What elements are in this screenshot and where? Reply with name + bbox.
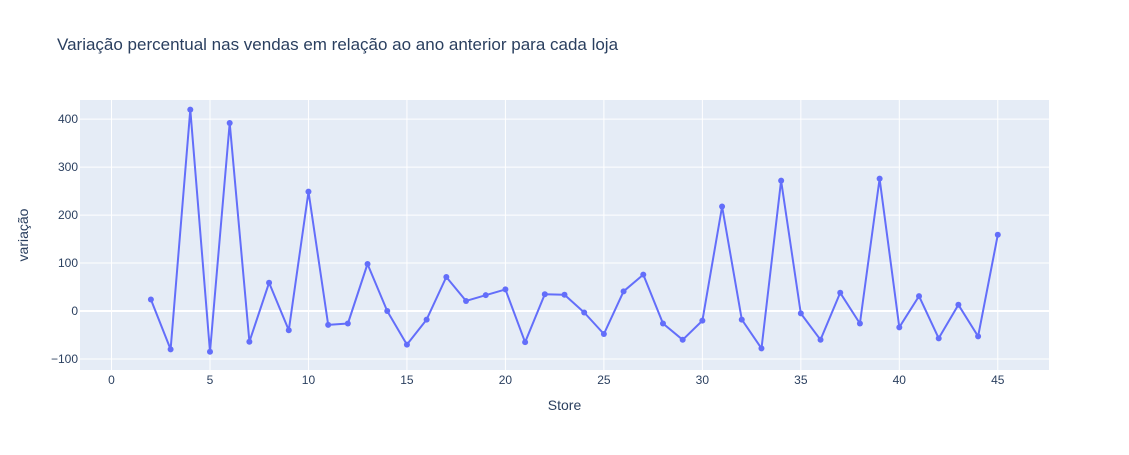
data-point[interactable] — [837, 289, 844, 296]
y-tick-label: −100 — [51, 352, 78, 366]
data-point[interactable] — [679, 336, 686, 343]
data-point[interactable] — [561, 291, 568, 298]
data-point[interactable] — [659, 320, 666, 327]
y-tick-label: 200 — [58, 208, 78, 222]
series-line-group — [149, 108, 999, 353]
data-point[interactable] — [600, 331, 607, 338]
series-line — [149, 108, 999, 353]
data-point[interactable] — [384, 308, 391, 315]
y-tick-labels: −100 0 100 200 300 400 — [51, 112, 78, 366]
data-point[interactable] — [266, 279, 273, 286]
x-tick-labels: 0 5 10 15 20 25 30 35 40 45 — [108, 373, 1005, 387]
x-tick-label: 0 — [108, 373, 115, 387]
series-points-group — [147, 106, 1001, 355]
x-tick-label: 20 — [499, 373, 513, 387]
data-point[interactable] — [522, 339, 529, 346]
data-point[interactable] — [443, 273, 450, 280]
data-point[interactable] — [325, 321, 332, 328]
data-point[interactable] — [975, 333, 982, 340]
data-point[interactable] — [246, 338, 253, 345]
y-tick-label: 0 — [71, 304, 78, 318]
data-point[interactable] — [738, 316, 745, 323]
data-point[interactable] — [817, 336, 824, 343]
data-point[interactable] — [305, 188, 312, 195]
x-axis-title: Store — [548, 397, 582, 413]
data-point[interactable] — [581, 309, 588, 316]
data-point[interactable] — [955, 301, 962, 308]
data-point[interactable] — [640, 271, 647, 278]
data-point[interactable] — [344, 320, 351, 327]
plot-background — [80, 100, 1049, 370]
data-point[interactable] — [147, 296, 154, 303]
x-tick-label: 15 — [400, 373, 414, 387]
x-tick-label: 25 — [597, 373, 611, 387]
data-point[interactable] — [916, 293, 923, 300]
data-point[interactable] — [758, 345, 765, 352]
data-point[interactable] — [778, 177, 785, 184]
x-tick-label: 40 — [893, 373, 907, 387]
data-point[interactable] — [719, 203, 726, 210]
data-point[interactable] — [699, 317, 706, 324]
chart-title: Variação percentual nas vendas em relaçã… — [57, 35, 619, 54]
data-point[interactable] — [856, 320, 863, 327]
data-point[interactable] — [187, 106, 194, 113]
x-tick-label: 30 — [696, 373, 710, 387]
data-point[interactable] — [502, 286, 509, 293]
x-tick-label: 5 — [207, 373, 214, 387]
data-point[interactable] — [206, 348, 213, 355]
x-tick-label: 45 — [991, 373, 1005, 387]
data-point[interactable] — [935, 335, 942, 342]
data-point[interactable] — [226, 120, 233, 127]
x-tick-label: 10 — [302, 373, 316, 387]
data-point[interactable] — [876, 175, 883, 182]
y-tick-label: 100 — [58, 256, 78, 270]
y-axis-title: variação — [15, 208, 31, 261]
data-point[interactable] — [541, 291, 548, 298]
x-gridlines — [111, 100, 999, 370]
data-point[interactable] — [797, 310, 804, 317]
data-point[interactable] — [896, 324, 903, 331]
y-tick-label: 400 — [58, 112, 78, 126]
data-point[interactable] — [620, 288, 627, 295]
data-point[interactable] — [403, 341, 410, 348]
data-point[interactable] — [994, 231, 1001, 238]
y-gridlines — [80, 118, 1049, 360]
x-tick-label: 35 — [794, 373, 808, 387]
data-point[interactable] — [167, 346, 174, 353]
data-point[interactable] — [364, 261, 371, 268]
data-point[interactable] — [285, 327, 292, 334]
data-point[interactable] — [482, 292, 489, 299]
data-point[interactable] — [463, 297, 470, 304]
data-point[interactable] — [423, 316, 430, 323]
y-tick-label: 300 — [58, 160, 78, 174]
